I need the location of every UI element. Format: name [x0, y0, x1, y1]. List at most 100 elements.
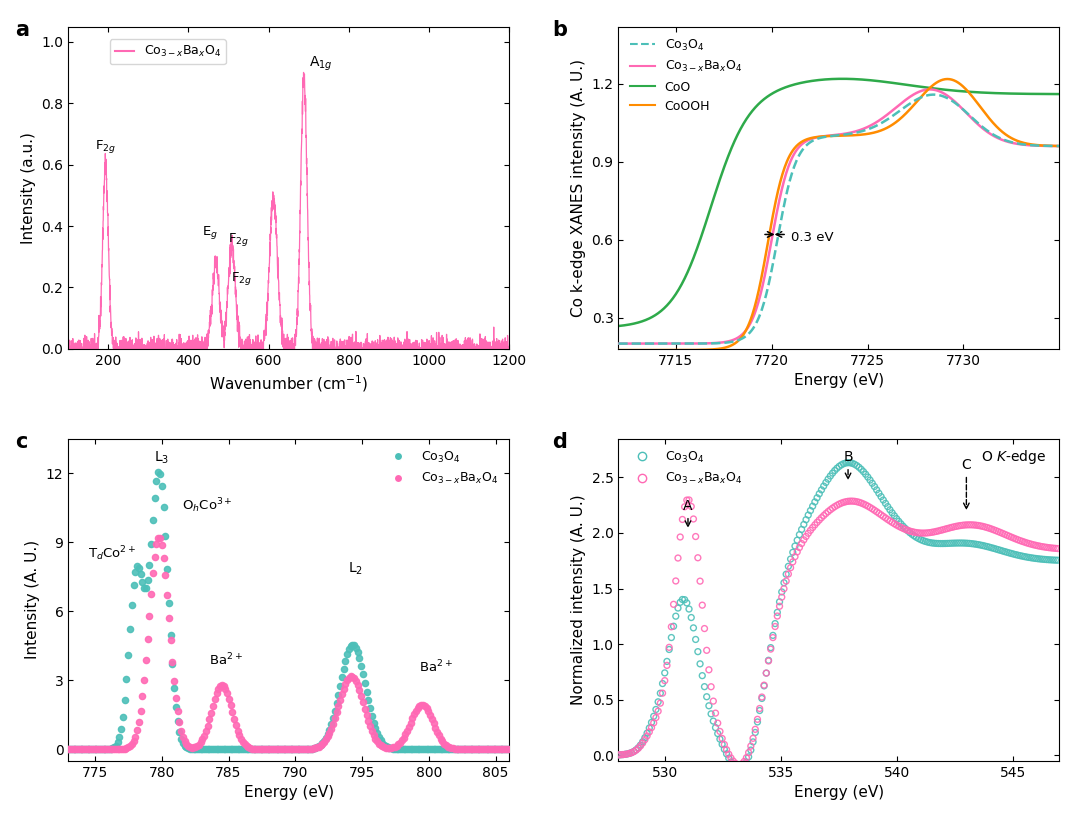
- Point: [769, 609, 786, 622]
- Point: [720, 748, 738, 761]
- Point: [213, 743, 230, 756]
- Y-axis label: Intensity (A. U.): Intensity (A. U.): [25, 540, 40, 659]
- Point: [1018, 550, 1036, 563]
- Point: [928, 525, 945, 538]
- Point: [287, 743, 305, 756]
- Point: [87, 743, 105, 756]
- Point: [1012, 534, 1029, 547]
- Point: [195, 729, 213, 742]
- Point: [670, 552, 687, 565]
- Point: [220, 743, 238, 756]
- Point: [649, 704, 666, 718]
- Point: [78, 743, 95, 756]
- Point: [374, 736, 391, 750]
- Point: [370, 731, 388, 744]
- Point: [377, 741, 394, 754]
- Point: [653, 686, 671, 699]
- Point: [1021, 537, 1038, 550]
- Point: [1047, 553, 1064, 566]
- Point: [201, 713, 218, 726]
- X-axis label: Energy (eV): Energy (eV): [244, 785, 334, 800]
- Point: [360, 714, 377, 727]
- Point: [265, 743, 282, 756]
- Point: [1040, 541, 1057, 554]
- Point: [457, 743, 474, 756]
- Point: [773, 585, 791, 599]
- Point: [126, 566, 144, 579]
- Point: [238, 740, 255, 753]
- X-axis label: Wavenumber (cm$^{-1}$): Wavenumber (cm$^{-1}$): [210, 374, 368, 394]
- Point: [634, 735, 651, 748]
- Point: [430, 743, 447, 756]
- Point: [318, 733, 335, 746]
- Point: [735, 754, 753, 768]
- Point: [399, 724, 416, 737]
- Point: [160, 611, 177, 624]
- Point: [137, 654, 154, 667]
- Point: [404, 743, 421, 756]
- Point: [795, 534, 812, 547]
- Point: [319, 730, 336, 743]
- Point: [780, 567, 797, 580]
- Point: [1008, 548, 1025, 562]
- Point: [460, 743, 477, 756]
- Point: [79, 743, 96, 756]
- Point: [799, 508, 816, 521]
- Point: [106, 743, 123, 756]
- Point: [820, 473, 837, 486]
- Point: [828, 461, 846, 475]
- Point: [731, 763, 748, 776]
- Point: [998, 546, 1015, 559]
- Point: [760, 654, 778, 667]
- Point: [279, 743, 296, 756]
- Point: [107, 739, 124, 752]
- Point: [691, 658, 708, 671]
- Point: [1044, 553, 1062, 566]
- Point: [232, 743, 249, 756]
- Point: [307, 741, 324, 754]
- Point: [483, 743, 500, 756]
- Point: [240, 741, 257, 754]
- Point: [1027, 539, 1044, 552]
- Point: [809, 491, 826, 504]
- Point: [454, 743, 471, 756]
- Point: [974, 539, 991, 552]
- Point: [125, 735, 143, 748]
- Point: [159, 589, 176, 602]
- Point: [665, 598, 683, 611]
- Point: [293, 743, 310, 756]
- Point: [301, 742, 319, 755]
- Point: [866, 503, 883, 516]
- Y-axis label: Co k-edge XANES intensity (A. U.): Co k-edge XANES intensity (A. U.): [571, 58, 586, 317]
- Point: [275, 743, 293, 756]
- Point: [617, 748, 634, 761]
- Point: [831, 498, 848, 511]
- Point: [70, 743, 87, 756]
- Point: [430, 729, 447, 742]
- Legend: Co$_3$O$_4$, Co$_{3-x}$Ba$_x$O$_4$: Co$_3$O$_4$, Co$_{3-x}$Ba$_x$O$_4$: [380, 445, 503, 491]
- Point: [252, 743, 269, 756]
- Point: [95, 743, 112, 756]
- Point: [312, 738, 329, 751]
- Point: [468, 743, 485, 756]
- Point: [343, 638, 361, 651]
- Point: [723, 755, 740, 768]
- Point: [1016, 550, 1034, 563]
- Point: [237, 738, 254, 751]
- Point: [332, 694, 349, 707]
- Point: [333, 671, 350, 684]
- Point: [276, 743, 294, 756]
- Point: [459, 743, 476, 756]
- Point: [401, 743, 418, 756]
- Point: [279, 743, 296, 756]
- Text: O$_h$Co$^{3+}$: O$_h$Co$^{3+}$: [181, 496, 232, 515]
- Point: [240, 743, 257, 756]
- Point: [260, 743, 278, 756]
- Point: [448, 743, 465, 756]
- Point: [346, 672, 363, 685]
- Point: [206, 693, 224, 706]
- Point: [451, 742, 469, 755]
- Point: [659, 655, 676, 668]
- Point: [981, 540, 998, 553]
- Text: T$_d$Co$^{2+}$: T$_d$Co$^{2+}$: [89, 544, 137, 563]
